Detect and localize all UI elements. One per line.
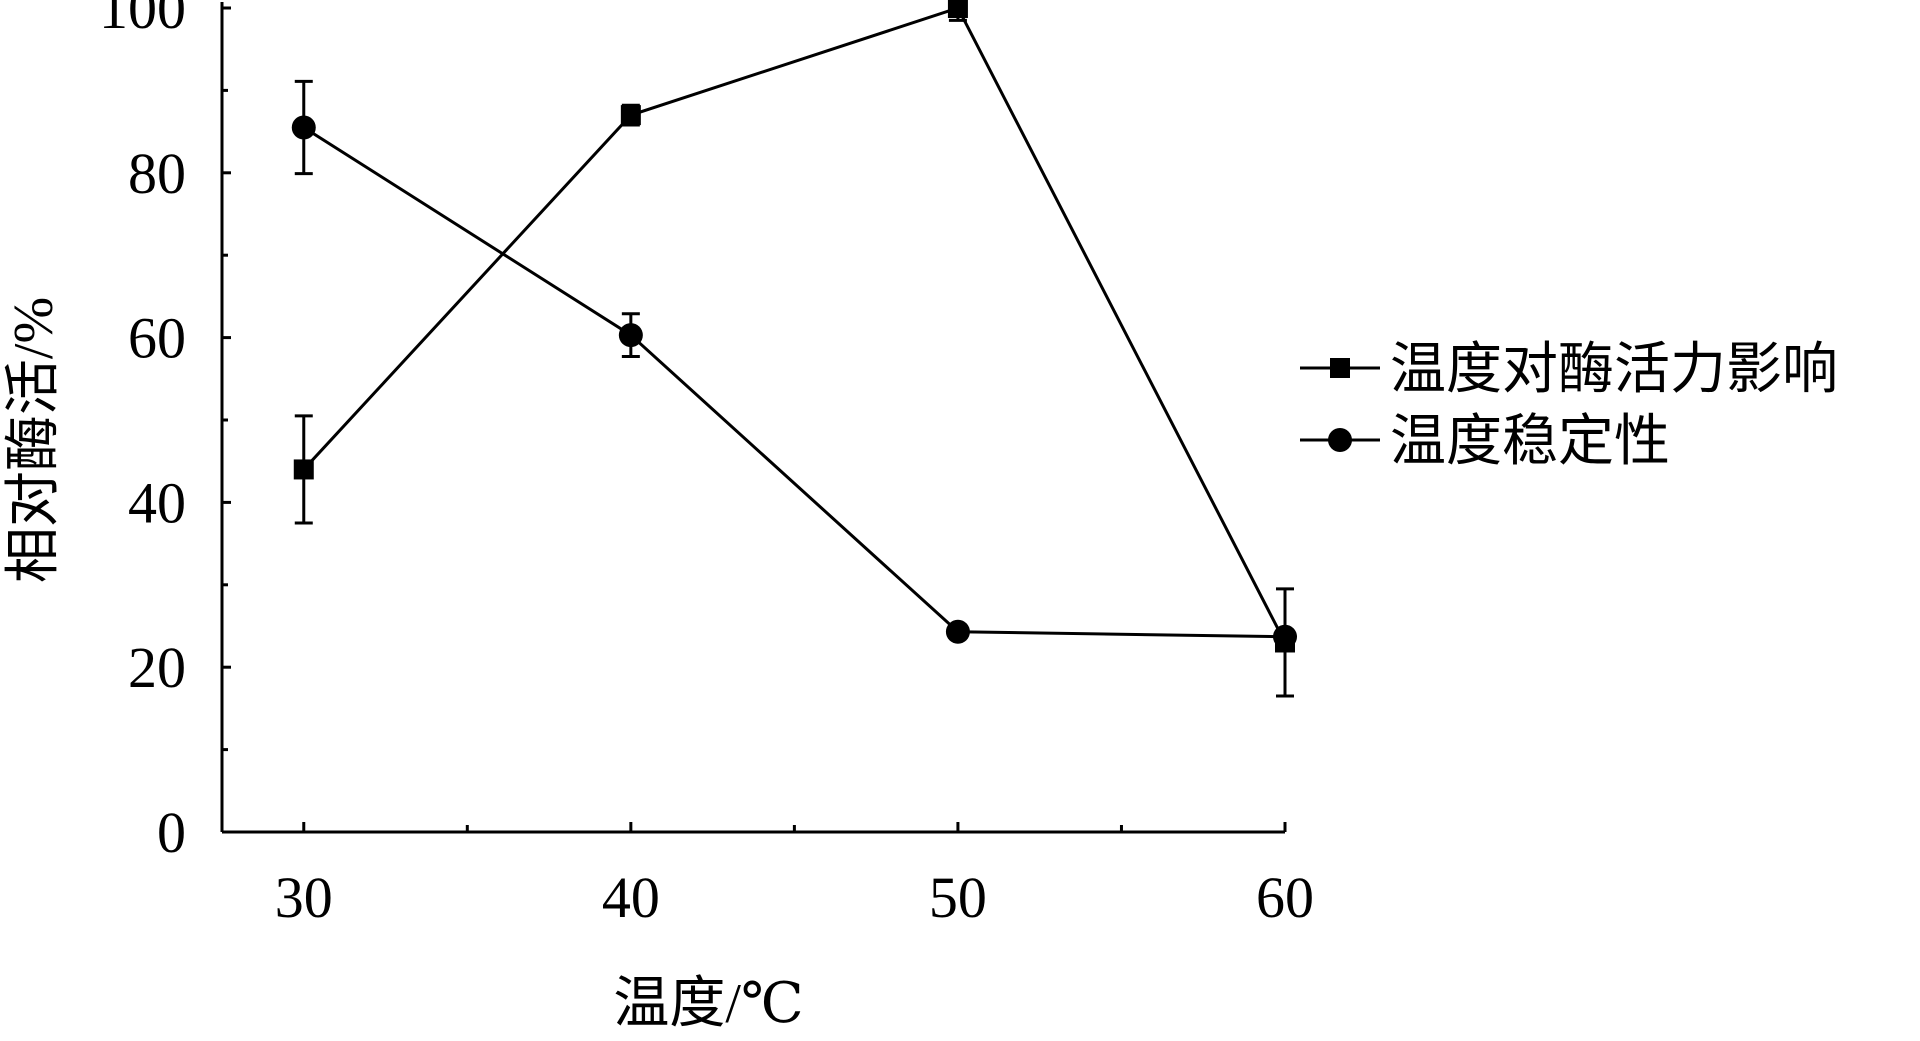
data-point-square [947,0,968,18]
data-point-square [293,459,314,480]
x-tick-label: 30 [275,865,333,930]
y-tick-label: 0 [157,800,186,865]
y-tick-label: 80 [128,141,186,206]
y-tick-label: 100 [99,0,186,41]
series-layer [291,0,1297,698]
x-ticks: 30 40 50 60 [275,822,1314,930]
y-tick-label: 40 [128,470,186,535]
series-2 [291,79,1297,649]
x-tick-label: 40 [602,865,660,930]
series-line [302,126,1286,639]
legend-label: 温度对酶活力影响 [1390,339,1838,401]
y-axis-title: 相对酶活/% [3,297,65,583]
x-tick-label: 50 [929,865,987,930]
y-tick-label: 60 [128,306,186,371]
legend-label: 温度稳定性 [1390,411,1670,473]
data-point-square [620,105,641,126]
series-1 [293,0,1295,698]
legend-item-1: 温度对酶活力影响 [1300,339,1838,401]
series-line [302,6,1287,644]
y-ticks: 0 20 40 60 80 100 [99,0,231,865]
x-axis-title: 温度/℃ [613,973,803,1035]
legend-item-2: 温度稳定性 [1300,411,1670,473]
x-tick-label: 60 [1256,865,1314,930]
data-point-circle [618,323,643,348]
data-point-circle [945,619,970,644]
legend-marker-circle [1328,428,1352,452]
y-tick-label: 20 [128,635,186,700]
axes [220,2,1285,834]
data-point-circle [1273,624,1297,649]
data-point-circle [291,115,316,140]
legend-marker-square [1330,358,1350,378]
